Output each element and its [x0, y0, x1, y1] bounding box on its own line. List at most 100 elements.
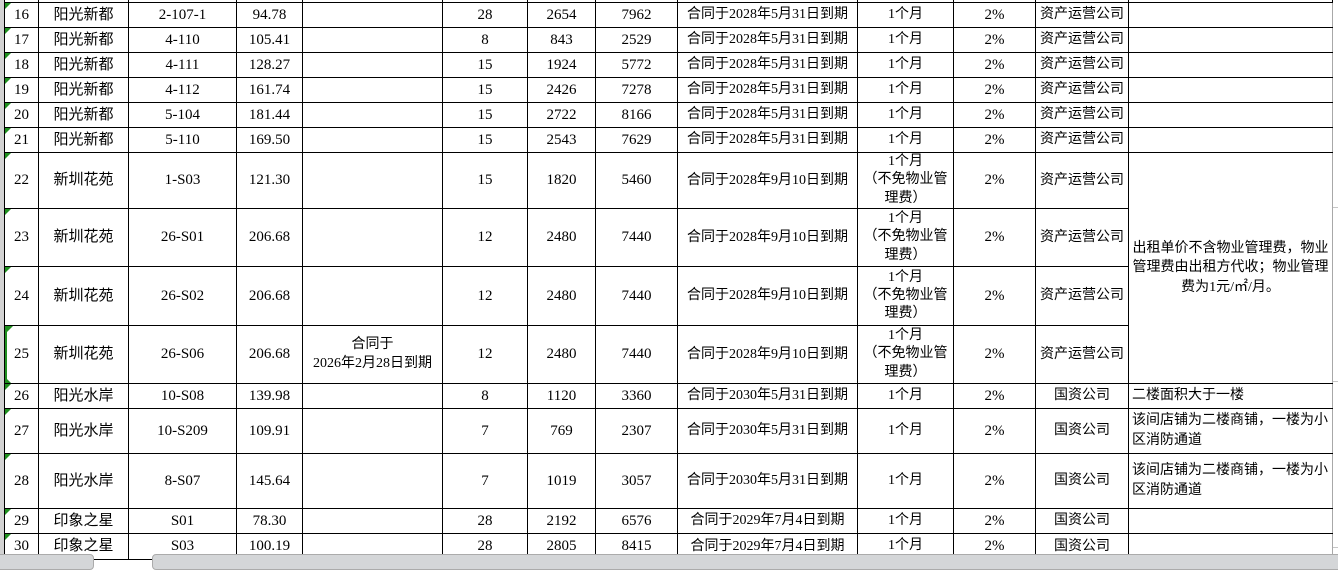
cell-value1[interactable]: 1924 — [527, 52, 596, 78]
cell-unit[interactable]: 4-110 — [128, 27, 237, 53]
cell-contract_remark[interactable] — [302, 453, 443, 509]
cell-area[interactable]: 109.91 — [236, 408, 303, 454]
cell-count[interactable]: 28 — [442, 2, 528, 28]
cell-deposit[interactable]: 1个月 — [857, 2, 954, 28]
cell-value2[interactable]: 3360 — [595, 383, 678, 409]
cell-contract_expiry[interactable]: 合同于2028年9月10日到期 — [677, 266, 858, 326]
cell-property[interactable]: 新圳花苑 — [38, 266, 129, 326]
cell-commission_rate[interactable]: 2% — [953, 152, 1036, 209]
cell-contract_expiry[interactable]: 合同于2030年5月31日到期 — [677, 383, 858, 409]
cell-value1[interactable]: 2480 — [527, 208, 596, 267]
cell-value1[interactable]: 2722 — [527, 102, 596, 128]
cell-value1[interactable]: 1120 — [527, 383, 596, 409]
cell-unit[interactable]: 2-107-1 — [128, 2, 237, 28]
cell-commission_rate[interactable]: 2% — [953, 408, 1036, 454]
cell-contract_remark[interactable]: 合同于 2026年2月28日到期 — [302, 325, 443, 384]
cell-deposit[interactable]: 1个月 — [857, 77, 954, 103]
cell-area[interactable]: 161.74 — [236, 77, 303, 103]
cell-commission_rate[interactable]: 2% — [953, 27, 1036, 53]
cell-contract_remark[interactable] — [302, 152, 443, 209]
cell-value2[interactable]: 3057 — [595, 453, 678, 509]
cell-note[interactable]: 二楼面积大于一楼 — [1128, 383, 1333, 409]
cell-value1[interactable]: 1019 — [527, 453, 596, 509]
cell-value1[interactable]: 2654 — [527, 2, 596, 28]
cell-unit[interactable]: 26-S06 — [128, 325, 237, 384]
cell-area[interactable]: 78.30 — [236, 508, 303, 534]
cell-count[interactable]: 15 — [442, 77, 528, 103]
cell-contract_expiry[interactable]: 合同于2028年5月31日到期 — [677, 102, 858, 128]
cell-company[interactable]: 资产运营公司 — [1035, 266, 1129, 326]
cell-deposit[interactable]: 1个月 — [857, 383, 954, 409]
cell-deposit[interactable]: 1个月 （不免物业管理费） — [857, 325, 954, 384]
cell-note[interactable] — [1128, 127, 1333, 153]
cell-contract_expiry[interactable]: 合同于2028年9月10日到期 — [677, 208, 858, 267]
cell-property[interactable]: 阳光新都 — [38, 27, 129, 53]
cell-contract_remark[interactable] — [302, 208, 443, 267]
cell-row_no[interactable]: 19 — [4, 77, 39, 103]
cell-unit[interactable]: 4-111 — [128, 52, 237, 78]
cell-deposit[interactable]: 1个月 — [857, 27, 954, 53]
cell-value2[interactable]: 7440 — [595, 266, 678, 326]
cell-contract_remark[interactable] — [302, 508, 443, 534]
cell-row_no[interactable]: 22 — [4, 152, 39, 209]
cell-value1[interactable]: 1820 — [527, 152, 596, 209]
cell-value1[interactable]: 2480 — [527, 266, 596, 326]
sheet-tab-bar[interactable] — [0, 554, 94, 570]
cell-deposit[interactable]: 1个月 — [857, 102, 954, 128]
cell-row_no[interactable]: 25 — [4, 325, 39, 384]
cell-commission_rate[interactable]: 2% — [953, 208, 1036, 267]
cell-area[interactable]: 121.30 — [236, 152, 303, 209]
cell-deposit[interactable]: 1个月 （不免物业管理费） — [857, 152, 954, 209]
cell-row_no[interactable]: 23 — [4, 208, 39, 267]
cell-unit[interactable]: 10-S08 — [128, 383, 237, 409]
cell-row_no[interactable]: 29 — [4, 508, 39, 534]
cell-area[interactable]: 139.98 — [236, 383, 303, 409]
cell-count[interactable]: 8 — [442, 27, 528, 53]
cell-count[interactable]: 7 — [442, 453, 528, 509]
cell-commission_rate[interactable]: 2% — [953, 2, 1036, 28]
cell-contract_expiry[interactable]: 合同于2028年9月10日到期 — [677, 325, 858, 384]
cell-contract_expiry[interactable]: 合同于2028年5月31日到期 — [677, 77, 858, 103]
cell-commission_rate[interactable]: 2% — [953, 102, 1036, 128]
cell-contract_expiry[interactable]: 合同于2030年5月31日到期 — [677, 453, 858, 509]
cell-unit[interactable]: 26-S02 — [128, 266, 237, 326]
cell-company[interactable]: 国资公司 — [1035, 508, 1129, 534]
cell-count[interactable]: 15 — [442, 102, 528, 128]
cell-count[interactable]: 12 — [442, 325, 528, 384]
cell-area[interactable]: 145.64 — [236, 453, 303, 509]
cell-unit[interactable]: 8-S07 — [128, 453, 237, 509]
cell-contract_remark[interactable] — [302, 408, 443, 454]
cell-company[interactable]: 国资公司 — [1035, 383, 1129, 409]
cell-company[interactable]: 资产运营公司 — [1035, 152, 1129, 209]
cell-company[interactable]: 资产运营公司 — [1035, 27, 1129, 53]
cell-deposit[interactable]: 1个月 （不免物业管理费） — [857, 208, 954, 267]
cell-area[interactable]: 94.78 — [236, 2, 303, 28]
cell-value2[interactable]: 7278 — [595, 77, 678, 103]
cell-commission_rate[interactable]: 2% — [953, 325, 1036, 384]
cell-deposit[interactable]: 1个月 — [857, 453, 954, 509]
cell-area[interactable]: 169.50 — [236, 127, 303, 153]
cell-note[interactable] — [1128, 102, 1333, 128]
cell-deposit[interactable]: 1个月 （不免物业管理费） — [857, 266, 954, 326]
cell-value1[interactable]: 843 — [527, 27, 596, 53]
cell-row_no[interactable]: 28 — [4, 453, 39, 509]
cell-value1[interactable]: 769 — [527, 408, 596, 454]
cell-unit[interactable]: 10-S209 — [128, 408, 237, 454]
cell-count[interactable]: 15 — [442, 152, 528, 209]
cell-row_no[interactable]: 27 — [4, 408, 39, 454]
cell-area[interactable]: 206.68 — [236, 266, 303, 326]
cell-property[interactable]: 阳光新都 — [38, 102, 129, 128]
cell-contract_expiry[interactable]: 合同于2029年7月4日到期 — [677, 508, 858, 534]
cell-area[interactable]: 128.27 — [236, 52, 303, 78]
cell-unit[interactable]: 5-110 — [128, 127, 237, 153]
cell-company[interactable]: 国资公司 — [1035, 408, 1129, 454]
cell-contract_expiry[interactable]: 合同于2028年5月31日到期 — [677, 127, 858, 153]
cell-count[interactable]: 15 — [442, 127, 528, 153]
cell-value2[interactable]: 2529 — [595, 27, 678, 53]
cell-count[interactable]: 8 — [442, 383, 528, 409]
cell-value1[interactable]: 2480 — [527, 325, 596, 384]
cell-unit[interactable]: 26-S01 — [128, 208, 237, 267]
cell-commission_rate[interactable]: 2% — [953, 77, 1036, 103]
cell-commission_rate[interactable]: 2% — [953, 127, 1036, 153]
cell-area[interactable]: 206.68 — [236, 325, 303, 384]
